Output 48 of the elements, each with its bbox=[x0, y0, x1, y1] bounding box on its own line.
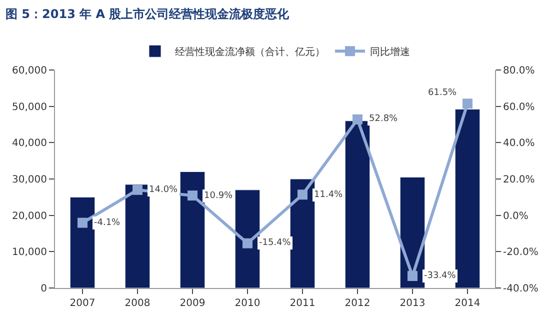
x-tick-label: 2010 bbox=[234, 298, 260, 309]
bar bbox=[290, 178, 316, 288]
y-tick-label: 10,000 bbox=[12, 247, 47, 258]
x-tick-label: 2013 bbox=[400, 298, 426, 309]
x-tick-label: 2012 bbox=[344, 298, 370, 309]
data-label: 61.5% bbox=[428, 88, 458, 98]
data-label: 14.0% bbox=[149, 185, 178, 195]
x-tick-label: 2007 bbox=[70, 298, 96, 309]
point bbox=[188, 190, 198, 201]
x-tick-label: 2014 bbox=[454, 298, 480, 309]
bar bbox=[124, 184, 150, 288]
data-label: -4.1% bbox=[94, 218, 121, 228]
data-label: 52.8% bbox=[369, 114, 398, 124]
bar bbox=[70, 196, 96, 288]
y2-tick-label: 0.0% bbox=[503, 210, 528, 222]
point bbox=[408, 271, 418, 282]
data-label: 11.4% bbox=[314, 190, 344, 200]
legend-label: 同比增速 bbox=[370, 46, 410, 58]
bar bbox=[180, 171, 206, 288]
point bbox=[298, 190, 308, 200]
point bbox=[78, 218, 88, 228]
y2-tick-label: 20.0% bbox=[503, 174, 535, 186]
data-label: -33.4% bbox=[424, 271, 456, 281]
bar bbox=[234, 190, 260, 288]
legend-label: 经营性现金流净额（合计、亿元） bbox=[175, 46, 325, 58]
x-tick-label: 2009 bbox=[180, 298, 206, 309]
chart-title: 图 5：2013 年 A 股上市公司经营性现金流极度恶化 bbox=[6, 7, 290, 22]
point bbox=[352, 114, 362, 124]
point bbox=[242, 238, 252, 248]
bar bbox=[344, 120, 370, 288]
data-label: 10.9% bbox=[204, 191, 234, 201]
y-tick-label: 40,000 bbox=[12, 138, 47, 150]
y2-tick-label: 40.0% bbox=[503, 138, 535, 150]
y-tick-label: 20,000 bbox=[12, 210, 47, 222]
point bbox=[132, 184, 142, 195]
y2-tick-label: 60.0% bbox=[503, 102, 535, 113]
y-tick-label: 60,000 bbox=[12, 66, 47, 76]
y-tick-label: 50,000 bbox=[12, 102, 47, 113]
y2-tick-label: 80.0% bbox=[503, 66, 535, 76]
x-tick-label: 2011 bbox=[290, 298, 316, 309]
y-tick-label: 0 bbox=[40, 284, 47, 294]
bar bbox=[454, 108, 480, 288]
x-tick-label: 2008 bbox=[124, 298, 150, 309]
y-tick-label: 30,000 bbox=[12, 174, 47, 186]
data-label: -15.4% bbox=[259, 238, 292, 248]
point bbox=[462, 98, 472, 109]
y2-tick-label: -20.0% bbox=[503, 247, 538, 258]
y2-tick-label: -40.0% bbox=[503, 284, 538, 294]
